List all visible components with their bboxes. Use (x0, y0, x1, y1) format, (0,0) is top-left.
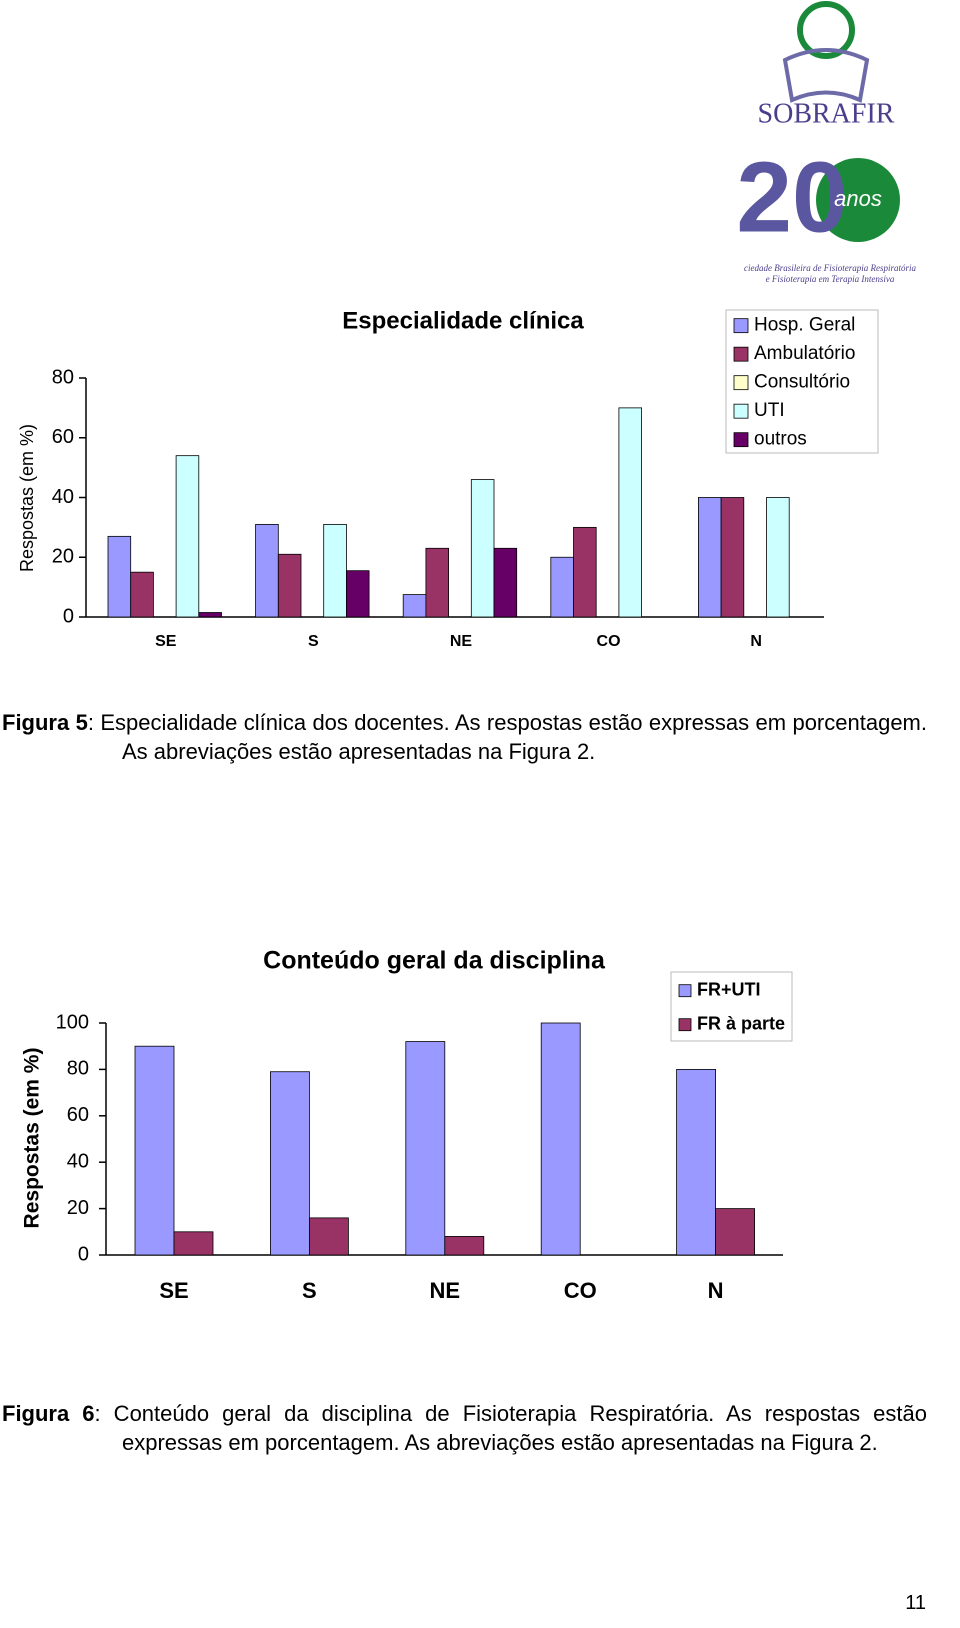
x-tick-label: N (708, 1278, 724, 1303)
caption-text: : Conteúdo geral da disciplina de Fisiot… (94, 1401, 927, 1455)
logo-number: 20 (736, 141, 847, 253)
bar (444, 1236, 485, 1256)
logo-name: SOBRAFIR (758, 98, 895, 129)
bar (573, 526, 597, 618)
logo-tagline: ciedade Brasileira de Fisioterapia Respi… (744, 263, 916, 273)
x-tick-label: CO (597, 633, 621, 650)
caption-text: : Especialidade clínica dos docentes. As… (87, 710, 927, 764)
bar (277, 553, 302, 618)
x-tick-label: SE (159, 1278, 188, 1303)
caption: Figura 5: Especialidade clínica dos doce… (2, 708, 927, 766)
logo-tagline: e Fisioterapia em Terapia Intensiva (766, 274, 895, 284)
legend-swatch (733, 403, 749, 419)
y-tick-label: 100 (56, 1011, 89, 1033)
chart: Conteúdo geral da disciplina Respostas (e… (21, 947, 793, 1303)
y-tick-label: 80 (67, 1058, 89, 1080)
bar (698, 497, 722, 618)
bar (175, 455, 200, 618)
caption: Figura 6: Conteúdo geral da disciplina d… (2, 1399, 927, 1457)
x-tick-label: SE (155, 633, 177, 650)
legend-label: FR à parte (697, 1013, 785, 1033)
caption-label: Figura 6 (2, 1401, 95, 1426)
bar (107, 535, 132, 618)
bar (345, 570, 370, 618)
bar (720, 497, 745, 618)
legend-label: Ambulatório (754, 343, 855, 364)
page-number: 11 (905, 1592, 926, 1614)
bar (715, 1208, 755, 1256)
logo-ring (797, 1, 855, 59)
chart-title: Conteúdo geral da disciplina (263, 947, 606, 975)
bar (676, 1069, 716, 1256)
legend-swatch (733, 318, 749, 334)
x-tick-label: S (308, 633, 319, 650)
legend-swatch (678, 1018, 692, 1032)
y-tick-label: 0 (78, 1243, 89, 1265)
bar (550, 556, 574, 618)
y-tick-label: 0 (63, 605, 74, 627)
y-tick-label: 40 (52, 486, 74, 508)
bar (402, 594, 427, 618)
legend-label: outros (754, 429, 807, 450)
chart: Especialidade clínica Respostas (em %) 0 20… (17, 307, 879, 650)
logo: SOBRAFIR 20 anos ciedade Brasileira de F… (736, 1, 916, 284)
y-tick-label: 20 (67, 1197, 89, 1219)
bar (425, 547, 449, 618)
bar (493, 547, 518, 618)
bar (198, 612, 222, 618)
bar (323, 523, 347, 618)
bar (405, 1041, 446, 1256)
y-axis-label: Respostas (em %) (21, 1048, 44, 1229)
legend-label: UTI (754, 400, 785, 421)
chart-title: Especialidade clínica (342, 307, 584, 334)
bar (255, 523, 279, 618)
y-tick-label: 40 (67, 1150, 89, 1172)
legend-swatch (733, 432, 749, 448)
bar (470, 479, 495, 618)
bar (308, 1217, 349, 1256)
bar (269, 1071, 310, 1256)
legend-label: Consultório (754, 372, 850, 393)
logo-circle (816, 158, 900, 242)
bar (618, 407, 643, 618)
y-tick-label: 20 (52, 546, 74, 568)
bar (134, 1045, 175, 1256)
bar (540, 1022, 581, 1256)
bar (130, 571, 154, 618)
x-tick-label: CO (564, 1278, 597, 1303)
y-axis-label: Respostas (em %) (17, 424, 37, 572)
x-tick-label: N (750, 633, 762, 650)
logo-anos: anos (834, 186, 882, 211)
legend-label: Hosp. Geral (754, 315, 855, 336)
legend-swatch (733, 375, 749, 391)
x-tick-label: S (302, 1278, 317, 1303)
x-tick-label: NE (430, 1278, 461, 1303)
legend-swatch (733, 346, 749, 362)
y-tick-label: 80 (52, 366, 74, 388)
logo-stripes (782, 48, 870, 103)
x-tick-label: NE (450, 633, 473, 650)
y-tick-label: 60 (67, 1104, 89, 1126)
caption-label: Figura 5 (2, 710, 88, 735)
bar (173, 1231, 214, 1256)
legend-label: FR+UTI (697, 979, 761, 999)
bar (766, 497, 790, 618)
legend-box (725, 309, 879, 454)
y-tick-label: 60 (52, 426, 74, 448)
legend-swatch (678, 984, 692, 998)
